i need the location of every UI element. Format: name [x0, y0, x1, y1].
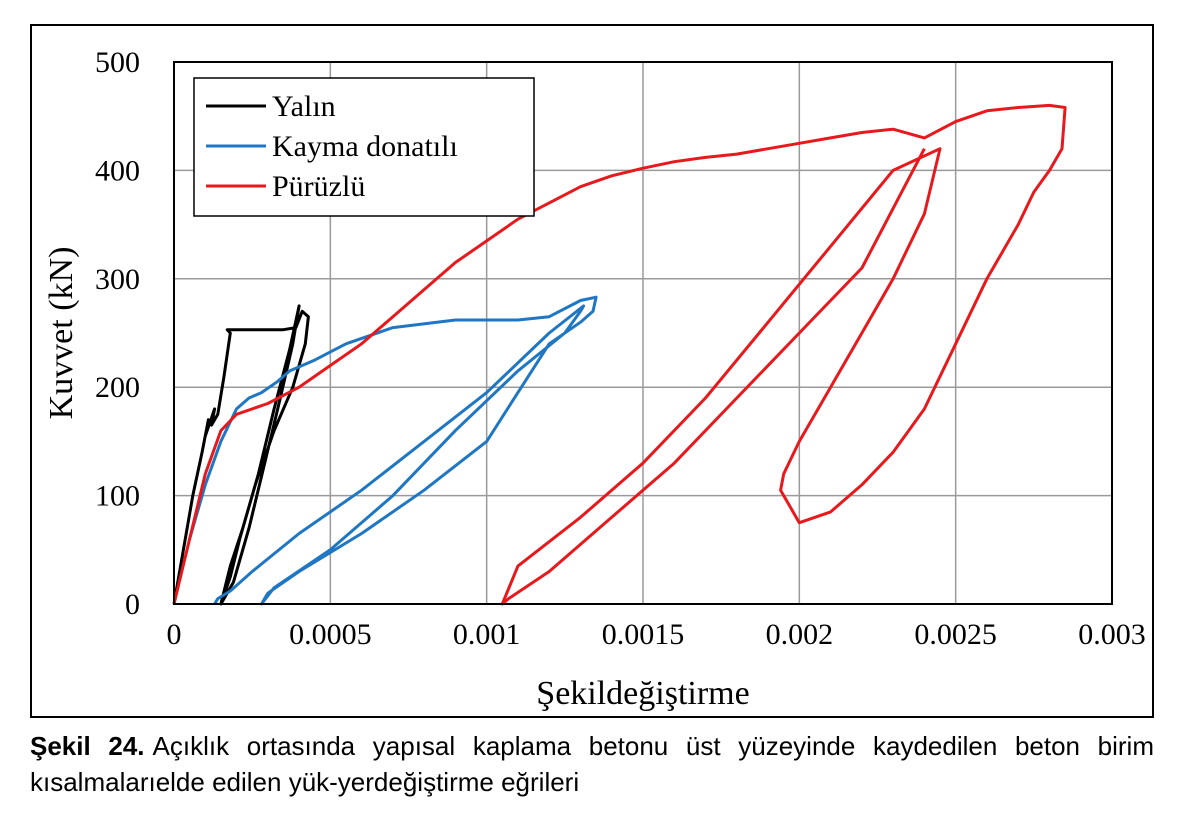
chart: 0 0.0005 0.001 0.0015 0.002 0.0025 0.003 0 100 20…	[43, 46, 1146, 712]
x-tick-label: 0.001	[453, 618, 521, 651]
legend-label: Kayma donatılı	[272, 130, 458, 163]
y-tick-label: 200	[95, 371, 140, 404]
y-tick-label: 500	[95, 46, 140, 79]
series-line-3	[172, 103, 1067, 606]
legend-label: Pürüzlü	[272, 170, 365, 203]
legend-label: Yalın	[272, 90, 336, 123]
x-tick-label: 0.0025	[914, 618, 997, 651]
x-tick-label: 0.0005	[289, 618, 372, 651]
y-tick-label: 100	[95, 480, 140, 513]
series-line-2	[188, 295, 598, 606]
x-tick-label: 0.0015	[602, 618, 685, 651]
figure-frame: 0 0.0005 0.001 0.0015 0.002 0.0025 0.003 0 100 20…	[30, 24, 1154, 718]
x-tick-label: 0.003	[1078, 618, 1146, 651]
y-tick-label: 300	[95, 263, 140, 296]
series-line-1	[172, 304, 310, 606]
caption-label: Şekil 24.	[30, 731, 145, 761]
tick-labels: 0 0.0005 0.001 0.0015 0.002 0.0025 0.003 0 100 20…	[95, 46, 1146, 651]
y-axis-title: Kuvvet (kN)	[43, 247, 80, 420]
figure-caption: Şekil 24. Açıklık ortasında yapısal kapla…	[30, 728, 1154, 800]
plot-area-border	[173, 61, 1113, 605]
x-tick-label: 0	[167, 618, 182, 651]
series-layer	[172, 103, 1067, 606]
x-tick-label: 0.002	[766, 618, 834, 651]
y-tick-label: 400	[95, 154, 140, 187]
caption-text: Açıklık ortasında yapısal kaplama betonu…	[30, 731, 1154, 797]
legend: Yalın Kayma donatılı Pürüzlü	[193, 77, 535, 217]
y-tick-label: 0	[125, 588, 140, 621]
x-axis-title: Şekildeğiştirme	[536, 675, 749, 712]
